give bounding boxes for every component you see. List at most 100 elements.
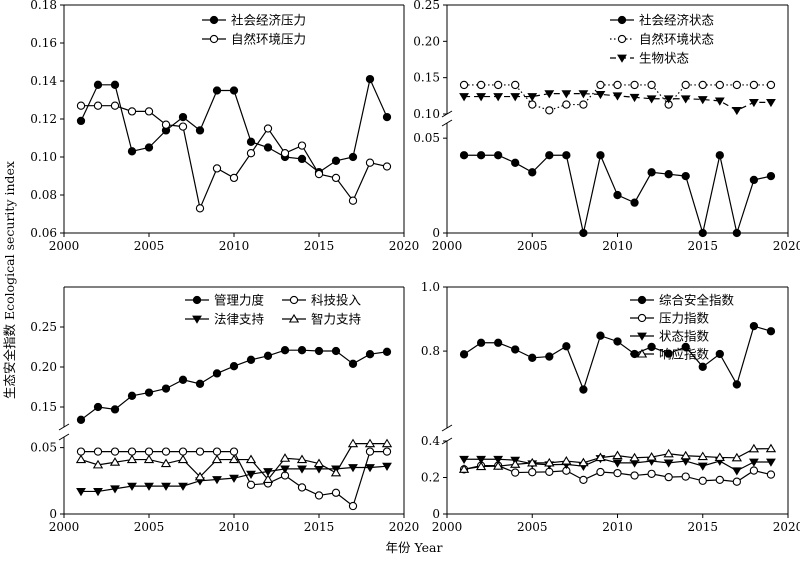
chart-top-left-y-tick-label: 0.10	[30, 150, 57, 164]
chart-bottom-left-data-point	[262, 474, 274, 484]
chart-top-right-data-point	[732, 228, 741, 238]
chart-bottom-left-data-point	[178, 447, 188, 456]
chart-top-left-data-point	[127, 107, 137, 116]
chart-bottom-right-data-point	[612, 459, 623, 468]
chart-bottom-left-data-point	[382, 447, 392, 456]
chart-bottom-right-data-point	[527, 457, 538, 467]
chart-bottom-right-legend-label: 压力指数	[659, 311, 710, 326]
chart-bottom-left-data-point	[382, 462, 392, 471]
chart-top-left-data-point	[110, 80, 120, 89]
chart-top-left-x-tick-label: 2005	[134, 239, 165, 253]
chart-bottom-left-data-point	[212, 476, 222, 485]
chart-bottom-right-series-line	[463, 325, 772, 392]
chart-bottom-left-data-point	[364, 438, 376, 448]
chart-bottom-right-data-point	[732, 380, 741, 389]
chart-bottom-left-data-point	[178, 482, 188, 491]
chart-bottom-right-y-tick-label: 0.2	[421, 471, 440, 485]
chart-top-right-legend-marker	[617, 34, 627, 44]
chart-top-right-data-point	[749, 175, 759, 185]
chart-bottom-left-data-point	[110, 447, 120, 456]
chart-bottom-right-data-point	[715, 349, 724, 359]
chart-top-right-y-tick-label: 0.10	[413, 107, 440, 121]
chart-bottom-right-data-point	[663, 459, 674, 468]
chart-bottom-right-data-point	[766, 458, 776, 467]
chart-top-left-legend-label: 自然环境压力	[231, 32, 306, 47]
chart-top-right-series-3	[459, 90, 776, 116]
figure-y-axis-label: 生态安全指数 Ecological security index	[2, 161, 17, 399]
chart-top-right-data-point	[579, 100, 588, 109]
chart-bottom-left-legend-item: 智力支持	[282, 312, 361, 327]
chart-top-left-x-tick-label: 2020	[389, 239, 420, 253]
chart-top-left-data-point	[212, 164, 222, 173]
chart-bottom-left-data-point	[280, 346, 290, 355]
chart-top-right-data-point	[527, 93, 538, 102]
chart-top-left-x-tick-label: 2015	[304, 239, 335, 253]
chart-top-left: 2000 2005 2010 2015 2020 0.06 0.08 0.10 0.12 0.14…	[30, 0, 419, 253]
chart-bottom-right-legend-item: 压力指数	[630, 311, 710, 326]
chart-bottom-right-data-point	[731, 452, 743, 462]
chart-bottom-left-data-point	[229, 447, 239, 456]
chart-top-right-data-point	[562, 100, 571, 109]
chart-top-right-data-point	[715, 80, 724, 90]
chart-top-right-legend-item: 生物状态	[610, 51, 689, 66]
chart-bottom-left-data-point	[93, 488, 103, 497]
chart-top-left-y-tick-label: 0.06	[30, 226, 57, 240]
chart-bottom-left-data-point	[365, 447, 375, 456]
chart-bottom-left-data-point	[110, 485, 120, 494]
chart-top-left-data-point	[93, 101, 103, 110]
chart-bottom-left-x-tick-label: 2020	[389, 520, 420, 534]
chart-top-left-y-tick-label: 0.18	[30, 0, 57, 12]
chart-top-right-data-point	[647, 168, 656, 177]
chart-bottom-right-x-tick-label: 2015	[687, 520, 718, 534]
chart-top-left-data-point	[229, 173, 239, 183]
chart-bottom-right-data-point	[544, 457, 555, 467]
chart-bottom-left-legend-item: 法律支持	[185, 312, 264, 327]
chart-top-right-data-point	[510, 93, 521, 102]
chart-top-right-data-point	[579, 228, 588, 238]
chart-top-left-y-tick-label: 0.16	[30, 36, 57, 50]
chart-top-left-data-point	[195, 126, 205, 135]
chart-bottom-left-data-point	[229, 362, 239, 371]
chart-bottom-right-data-point	[765, 443, 777, 453]
chart-bottom-left-legend-label: 管理力度	[214, 293, 265, 308]
chart-bottom-left-legend-marker	[192, 315, 202, 324]
chart-top-left-data-point	[229, 86, 239, 95]
chart-top-right-data-point	[749, 80, 759, 90]
chart-top-right-data-point	[714, 97, 725, 106]
chart-bottom-right-y-tick-label: 0.8	[421, 344, 440, 358]
chart-bottom-right-data-point	[749, 466, 759, 475]
chart-bottom-left-legend-marker	[192, 295, 202, 305]
chart-top-left-legend-item: 自然环境压力	[202, 32, 306, 47]
chart-top-right-y-tick-label: 0.20	[413, 34, 440, 48]
chart-top-left-series-2	[76, 101, 392, 213]
chart-bottom-right-data-point	[578, 457, 589, 467]
figure-x-axis-label: 年份 Year	[386, 540, 443, 555]
chart-bottom-right-data-point	[732, 477, 741, 486]
chart-bottom-right-legend-item: 综合安全指数	[630, 293, 735, 308]
chart-top-right-x-tick-label: 2005	[517, 239, 548, 253]
chart-bottom-left-data-point	[195, 379, 205, 388]
chart-top-right-data-point	[698, 80, 707, 90]
chart-top-right-x-tick-label: 2010	[602, 239, 633, 253]
chart-bottom-left-data-point	[348, 501, 358, 511]
chart-bottom-left-data-point	[76, 415, 86, 424]
chart-bottom-left-data-point	[280, 465, 290, 474]
chart-bottom-right-data-point	[493, 338, 503, 347]
chart-bottom-left-data-point	[126, 454, 138, 464]
chart-bottom-left-data-point	[211, 454, 223, 464]
chart-bottom-left-legend-item: 科技投入	[282, 293, 362, 308]
chart-bottom-left-y-tick-label: 0.20	[30, 360, 57, 374]
chart-top-right-data-point	[596, 80, 605, 90]
chart-bottom-left-data-point	[178, 375, 188, 384]
chart-bottom-right-data-point	[493, 455, 504, 465]
chart-bottom-left: 2000 2005 2010 2015 2020 0 0.05 0.15 0.20 0.25 管理力…	[30, 286, 420, 534]
chart-bottom-left-data-point	[297, 483, 307, 492]
chart-bottom-right-data-point	[647, 342, 656, 352]
chart-bottom-right-data-point	[731, 467, 742, 476]
chart-bottom-right-data-point	[766, 327, 776, 336]
chart-top-left-legend-marker	[209, 34, 219, 44]
chart-bottom-right-data-point	[664, 472, 673, 482]
chart-bottom-left-data-point	[161, 482, 171, 491]
chart-top-right-data-point	[715, 151, 724, 160]
